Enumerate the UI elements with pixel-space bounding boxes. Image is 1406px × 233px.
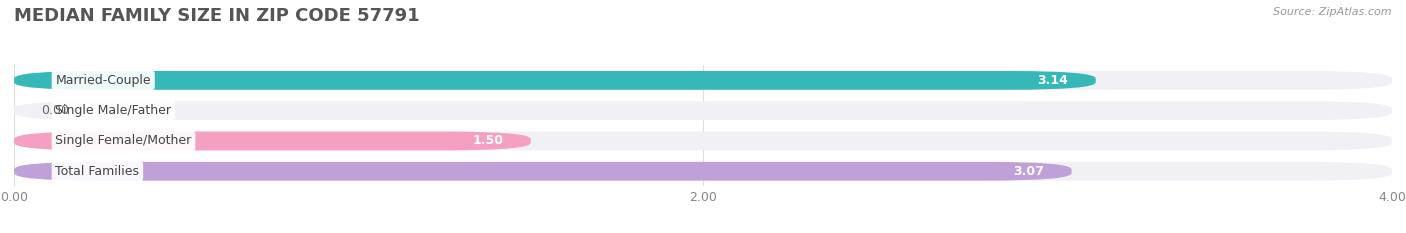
Text: 0.00: 0.00	[42, 104, 70, 117]
Text: MEDIAN FAMILY SIZE IN ZIP CODE 57791: MEDIAN FAMILY SIZE IN ZIP CODE 57791	[14, 7, 419, 25]
Text: Single Male/Father: Single Male/Father	[55, 104, 172, 117]
FancyBboxPatch shape	[14, 71, 1392, 90]
FancyBboxPatch shape	[14, 162, 1071, 181]
FancyBboxPatch shape	[14, 132, 1392, 150]
FancyBboxPatch shape	[14, 162, 1392, 181]
Text: Single Female/Mother: Single Female/Mother	[55, 134, 191, 147]
Text: Married-Couple: Married-Couple	[55, 74, 150, 87]
Text: 1.50: 1.50	[472, 134, 503, 147]
FancyBboxPatch shape	[14, 71, 1095, 90]
Text: Source: ZipAtlas.com: Source: ZipAtlas.com	[1274, 7, 1392, 17]
Text: 3.14: 3.14	[1038, 74, 1069, 87]
FancyBboxPatch shape	[14, 101, 1392, 120]
Text: Total Families: Total Families	[55, 165, 139, 178]
Text: 3.07: 3.07	[1014, 165, 1045, 178]
FancyBboxPatch shape	[14, 132, 531, 150]
